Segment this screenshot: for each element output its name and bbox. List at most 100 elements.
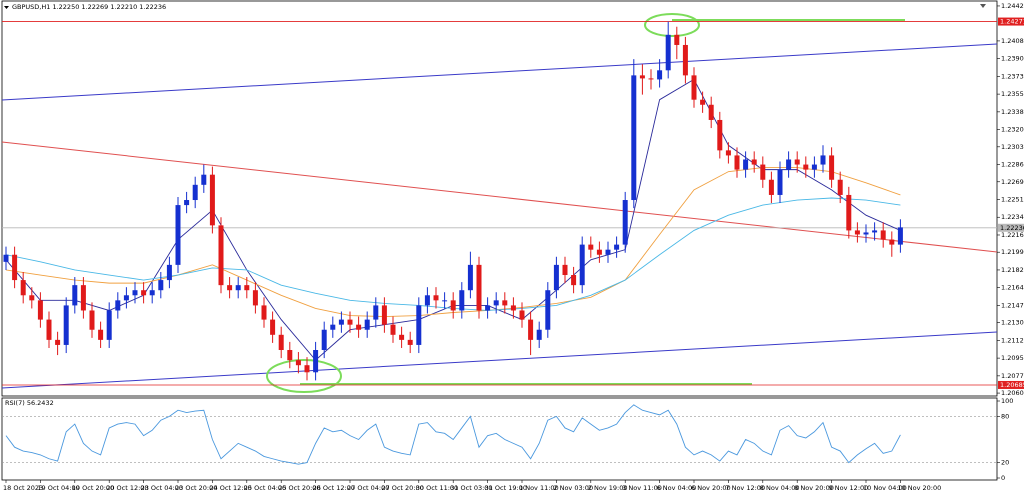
candle-body: [665, 34, 671, 71]
rsi-tick-label: 0: [1001, 474, 1005, 482]
x-tick-label: 27 Oct 04:00: [347, 484, 389, 492]
candle-body: [321, 329, 327, 351]
candle-body: [459, 290, 465, 311]
candle-body: [63, 305, 69, 345]
candle-body: [485, 305, 491, 311]
x-tick-label: 25 Oct 04:00: [244, 484, 286, 492]
candle-body: [528, 319, 534, 340]
candle-body: [218, 225, 224, 286]
candle-body: [175, 205, 181, 265]
candle-body: [708, 104, 714, 120]
y-tick-label: 1.22860: [1001, 161, 1024, 169]
candle-body: [674, 34, 680, 45]
rsi-tick-label: 80: [1001, 412, 1009, 420]
candle-body: [381, 305, 387, 325]
candle-body: [227, 285, 233, 291]
candle-body: [313, 350, 319, 373]
candle-body: [734, 155, 740, 170]
x-tick-label: 3 Nov 11:00: [622, 484, 662, 492]
candle-body: [390, 324, 396, 335]
y-tick-label: 1.23555: [1001, 90, 1024, 98]
x-tick-label: 2 Nov 19:00: [588, 484, 628, 492]
main-pane: [1, 0, 998, 397]
candle-body: [252, 290, 258, 306]
candle-body: [717, 119, 723, 151]
y-tick-label: 1.24080: [1001, 37, 1024, 45]
x-tick-label: 8 Nov 04:00: [760, 484, 800, 492]
candle-body: [545, 290, 551, 330]
x-tick-label: 6 Nov 20:00: [691, 484, 731, 492]
x-tick-label: 30 Oct 11:00: [416, 484, 458, 492]
x-tick-label: 24 Oct 12:00: [209, 484, 251, 492]
x-tick-label: 1 Nov 11:00: [519, 484, 559, 492]
candle-body: [442, 300, 448, 302]
candle-body: [89, 310, 95, 330]
candle-body: [588, 244, 594, 250]
candle-body: [37, 300, 43, 320]
y-tick-label: 1.23380: [1001, 108, 1024, 116]
candle-body: [553, 264, 559, 291]
candle-body: [760, 164, 766, 180]
candle-body: [46, 319, 52, 340]
candle-body: [691, 75, 697, 100]
y-tick-label: 1.21125: [1001, 336, 1024, 344]
x-tick-label: 31 Oct 19:00: [485, 484, 527, 492]
x-tick-label: 23 Oct 04:00: [141, 484, 183, 492]
candle-body: [373, 305, 379, 320]
y-tick-label: 1.22340: [1001, 213, 1024, 221]
candle-body: [433, 295, 439, 301]
candle-body: [141, 290, 147, 296]
candle-body: [166, 264, 172, 281]
candle-body: [648, 78, 654, 80]
candle-body: [768, 179, 774, 195]
candle-body: [261, 305, 267, 320]
chart-title: GBPUSD,H1 1.22250 1.22269 1.22210 1.2223…: [12, 3, 166, 11]
candle-body: [149, 290, 155, 296]
x-tick-label: 10 Nov 04:00: [863, 484, 907, 492]
candle-body: [347, 319, 353, 325]
candle-body: [235, 285, 241, 291]
candle-body: [854, 230, 860, 235]
x-tick-label: 27 Oct 20:00: [381, 484, 423, 492]
x-tick-label: 7 Nov 12:00: [725, 484, 765, 492]
candle-body: [502, 300, 508, 306]
y-tick-label: 1.20605: [1001, 389, 1024, 397]
candle-body: [304, 365, 310, 373]
rsi-pane: [1, 397, 998, 481]
y-tick-label: 1.21995: [1001, 248, 1024, 256]
y-tick-label: 1.20950: [1001, 354, 1024, 362]
candle-body: [786, 159, 792, 170]
candle-body: [399, 334, 405, 340]
candle-body: [3, 254, 9, 262]
x-tick-label: 10 Nov 20:00: [897, 484, 941, 492]
candle-body: [803, 164, 809, 170]
trend-line: [1, 331, 998, 389]
candle-body: [897, 227, 903, 245]
x-tick-label: 23 Oct 20:00: [175, 484, 217, 492]
highlight-ellipse: [266, 359, 342, 393]
scroll-arrow[interactable]: [980, 4, 986, 8]
x-tick-label: 31 Oct 03:00: [450, 484, 492, 492]
candle-body: [682, 44, 688, 76]
candle-body: [562, 264, 568, 276]
x-tick-label: 9 Nov 12:00: [829, 484, 869, 492]
candle-body: [596, 249, 602, 255]
candle-body: [872, 230, 878, 233]
menu-arrow[interactable]: [4, 6, 9, 9]
candle-body: [270, 319, 276, 335]
candle-body: [829, 155, 835, 180]
candle-body: [725, 150, 731, 156]
candle-body: [889, 239, 895, 245]
candle-body: [614, 244, 620, 250]
candle-body: [356, 324, 362, 330]
candle-body: [631, 75, 637, 201]
candle-body: [98, 329, 104, 340]
candle-body: [639, 75, 645, 79]
candle-body: [837, 179, 843, 195]
y-tick-label: 1.22165: [1001, 231, 1024, 239]
price-level-label: 1.20685: [1000, 381, 1024, 389]
highlight-ellipse: [644, 13, 700, 37]
candle-body: [295, 360, 301, 366]
